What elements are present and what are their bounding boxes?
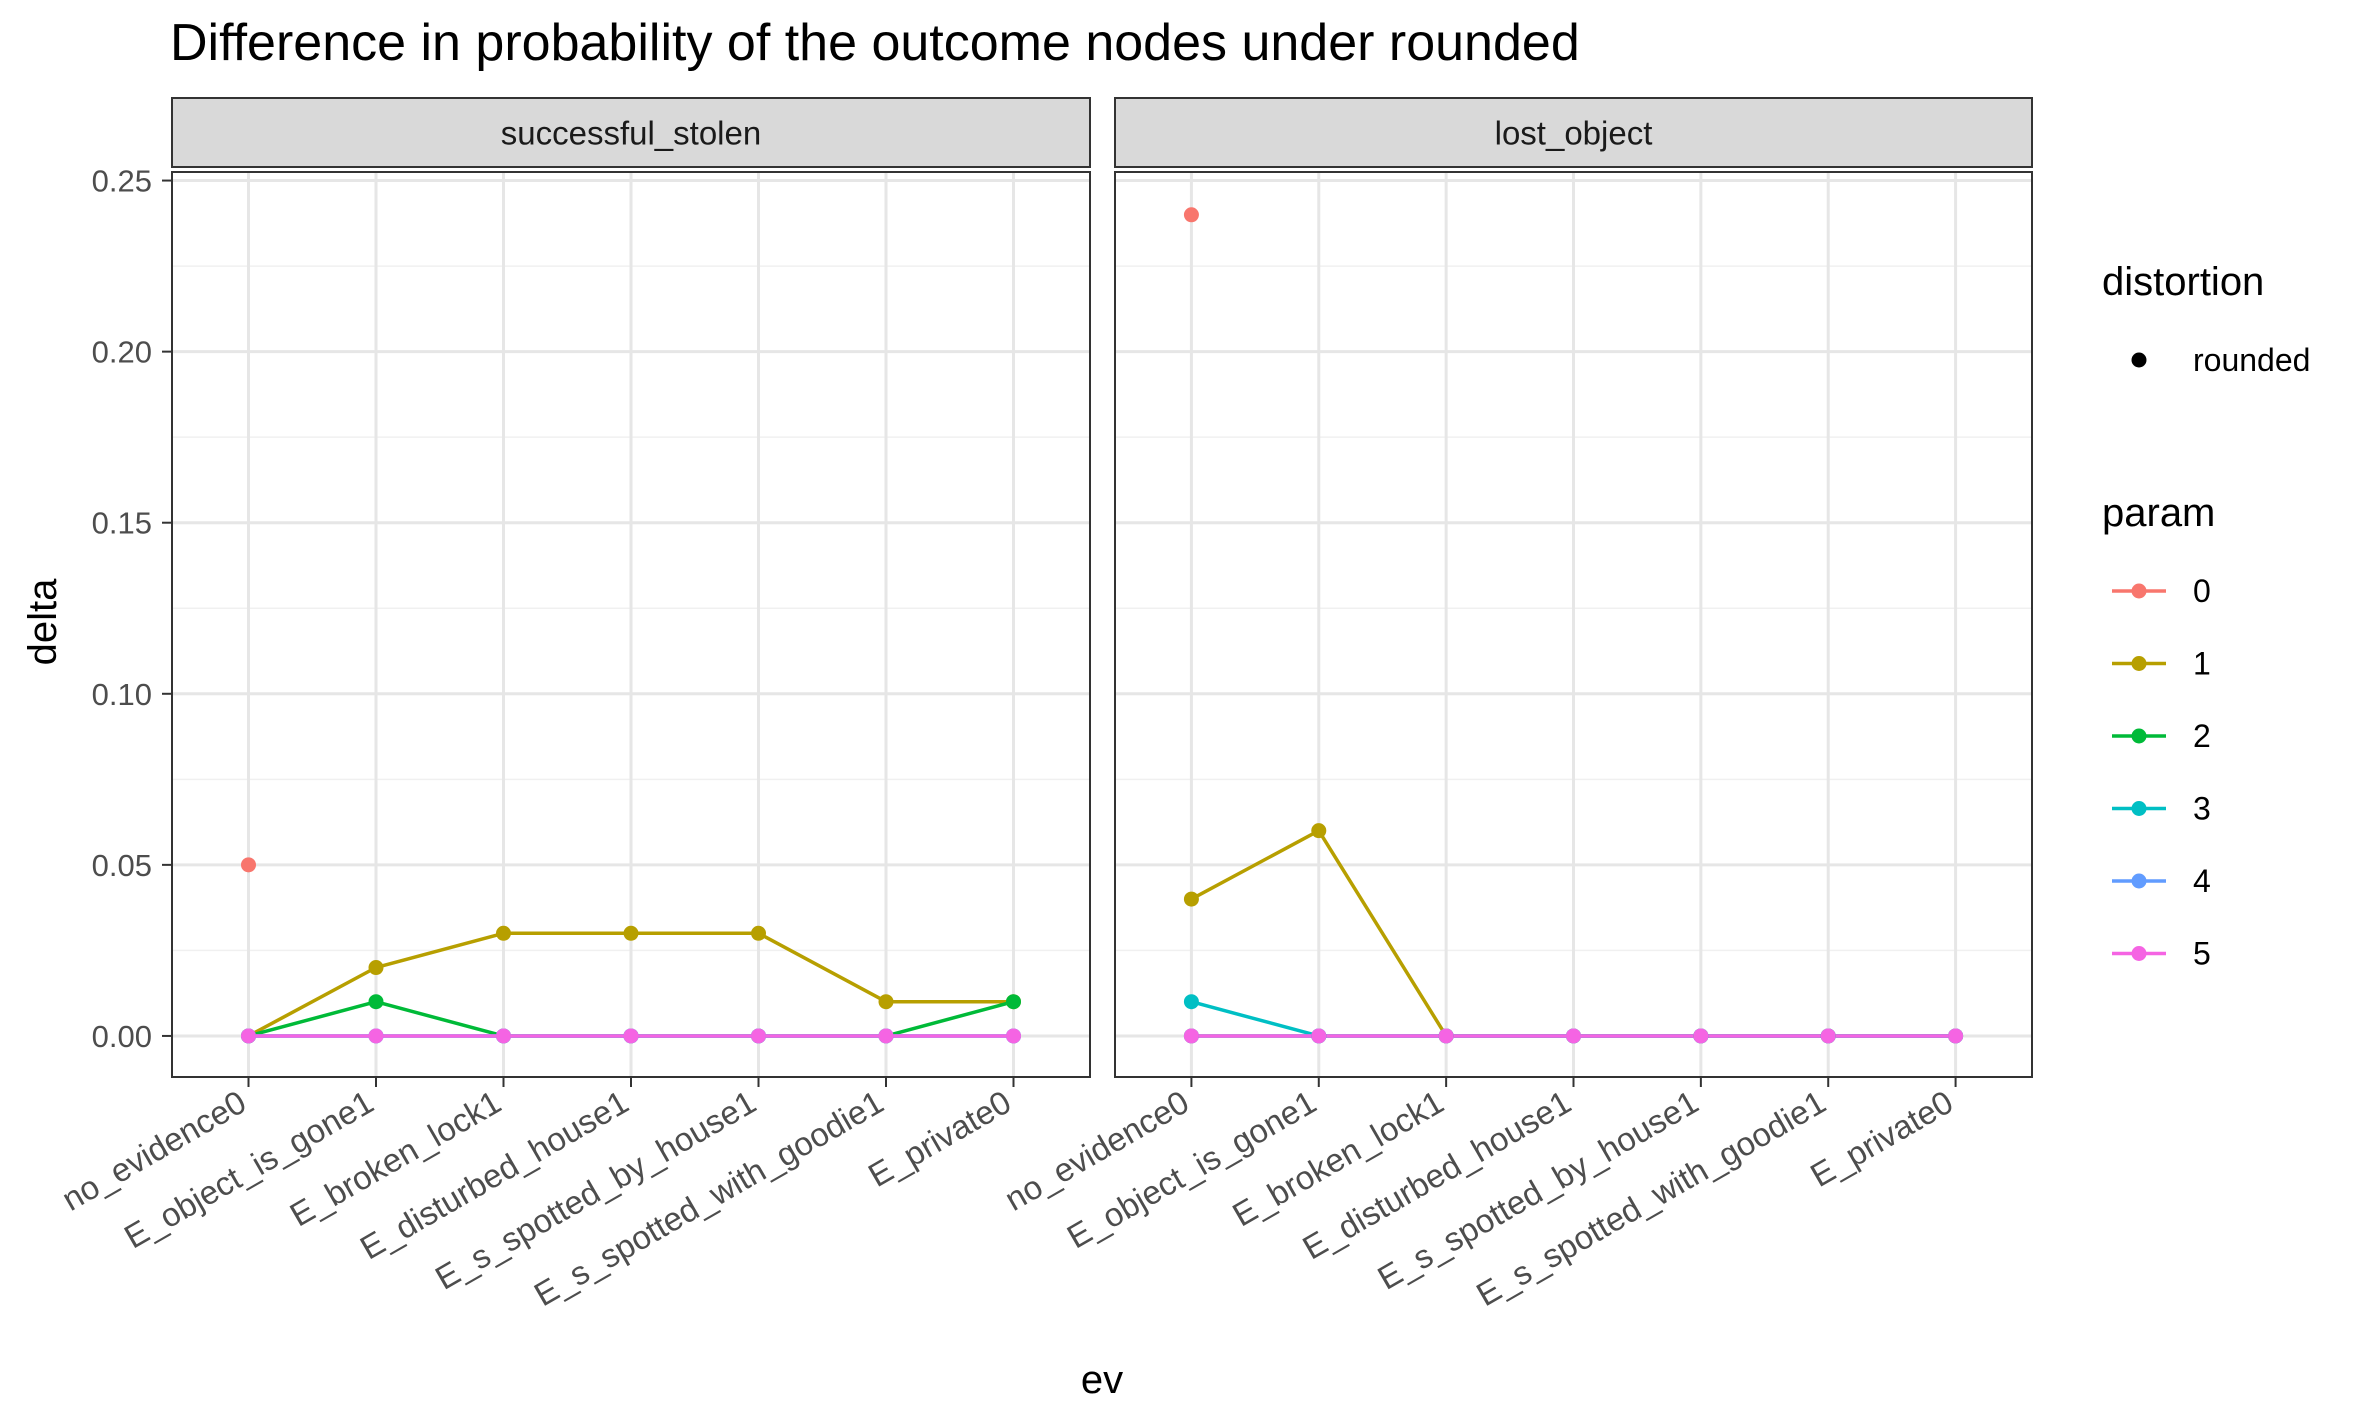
x-tick-label: E_private0 — [862, 1083, 1017, 1194]
legend-key-point-param-1 — [2131, 656, 2147, 671]
data-point-param-0 — [1183, 207, 1199, 223]
data-point-param-1 — [368, 960, 384, 976]
x-tick-label: E_private0 — [1804, 1083, 1959, 1194]
legend-title-param: param — [2102, 491, 2215, 535]
data-point-param-5 — [623, 1028, 639, 1044]
legend-key-point-param-4 — [2131, 873, 2147, 889]
data-point-param-1 — [1183, 891, 1199, 907]
data-point-param-5 — [1693, 1028, 1709, 1044]
data-point-param-5 — [1183, 1028, 1199, 1044]
x-axis: no_evidence0E_object_is_gone1E_broken_lo… — [56, 1077, 1959, 1313]
legend-label-param-4: 4 — [2193, 863, 2211, 899]
legend-key-point-param-0 — [2131, 583, 2147, 599]
data-point-param-3 — [1183, 994, 1199, 1010]
data-point-param-1 — [496, 925, 511, 941]
legend-title-distortion: distortion — [2102, 260, 2264, 304]
data-point-param-1 — [623, 925, 639, 941]
data-point-param-5 — [241, 1028, 256, 1044]
legend-key-point-param-5 — [2131, 946, 2147, 961]
data-point-param-1 — [878, 994, 894, 1010]
data-point-param-5 — [1566, 1028, 1581, 1044]
y-tick-label: 0.25 — [92, 164, 152, 199]
data-point-param-0 — [241, 857, 256, 873]
legend-label-param-5: 5 — [2193, 936, 2211, 972]
strip-label: lost_object — [1495, 115, 1653, 152]
legend: distortion param rounded 0 1 2 3 4 5 — [2102, 260, 2310, 972]
panel-successful_stolen: successful_stolen — [171, 97, 1091, 1078]
legend-label-param-3: 3 — [2193, 791, 2211, 827]
data-point-param-5 — [1311, 1028, 1327, 1044]
data-point-param-5 — [1438, 1028, 1454, 1044]
data-point-param-5 — [1006, 1028, 1021, 1044]
legend-label-param-1: 1 — [2193, 646, 2211, 682]
data-point-param-5 — [496, 1028, 511, 1044]
y-tick-label: 0.00 — [92, 1019, 152, 1054]
data-point-param-5 — [1948, 1028, 1964, 1044]
legend-key-distortion — [2131, 352, 2147, 368]
data-point-param-5 — [751, 1028, 766, 1044]
data-point-param-1 — [1311, 823, 1327, 839]
y-tick-label: 0.15 — [92, 506, 152, 541]
data-point-param-5 — [368, 1028, 384, 1044]
legend-key-point-param-2 — [2131, 728, 2147, 744]
legend-key-point-param-3 — [2131, 801, 2147, 816]
y-axis-title: delta — [21, 578, 65, 665]
legend-label-param-2: 2 — [2193, 718, 2211, 754]
legend-label-distortion: rounded — [2193, 342, 2310, 378]
strip-background — [1114, 97, 2033, 168]
data-point-param-5 — [1820, 1028, 1836, 1044]
facet-panels: successful_stolen lost_object — [171, 97, 2033, 1078]
chart-title: Difference in probability of the outcome… — [170, 14, 1580, 72]
panel-lost_object: lost_object — [1114, 97, 2033, 1078]
data-point-param-2 — [368, 994, 384, 1010]
x-axis-title: ev — [1081, 1358, 1123, 1402]
data-point-param-2 — [1006, 994, 1021, 1010]
y-axis: 0.00 0.05 0.10 0.15 0.20 0.25 — [92, 164, 172, 1054]
legend-items: rounded 0 1 2 3 4 5 — [2112, 342, 2310, 972]
legend-label-param-0: 0 — [2193, 573, 2211, 609]
y-tick-label: 0.20 — [92, 335, 152, 370]
data-point-param-1 — [751, 925, 766, 941]
data-point-param-5 — [878, 1028, 894, 1044]
y-tick-label: 0.10 — [92, 677, 152, 712]
strip-background — [171, 97, 1091, 168]
strip-label: successful_stolen — [501, 115, 761, 152]
y-tick-label: 0.05 — [92, 848, 152, 883]
